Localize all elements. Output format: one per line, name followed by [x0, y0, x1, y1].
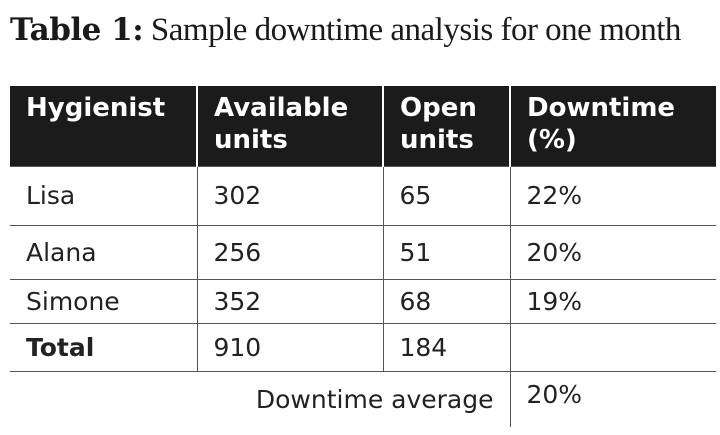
caption-text: Sample downtime analysis for one month [150, 12, 682, 48]
table-row: Lisa 302 65 22% [10, 165, 716, 225]
cell-hygienist: Lisa [10, 165, 197, 225]
cell-available-units: 302 [196, 165, 383, 225]
header-available-line2: units [214, 125, 288, 155]
header-row: Hygienist Available units Open units Dow… [10, 86, 716, 166]
table-row: Alana 256 51 20% [10, 224, 716, 279]
cell-downtime: 22% [509, 165, 716, 225]
header-downtime: Downtime (%) [509, 86, 716, 166]
header-available-units: Available units [196, 86, 383, 166]
header-open-line1: Open [400, 93, 477, 123]
table-header: Hygienist Available units Open units Dow… [10, 86, 716, 166]
total-label: Total [10, 322, 197, 371]
cell-available-units: 256 [196, 224, 383, 279]
header-open-units: Open units [382, 86, 510, 166]
cell-downtime: 20% [509, 224, 716, 279]
total-downtime [509, 322, 716, 371]
table-caption: Table 1: Sample downtime analysis for on… [10, 14, 681, 47]
header-downtime-line1: Downtime [527, 93, 676, 123]
cell-available-units: 352 [196, 278, 383, 323]
caption-label: Table 1: [10, 12, 144, 48]
header-hygienist-line1: Hygienist [26, 93, 166, 123]
cell-downtime: 19% [509, 278, 716, 323]
table-row: Simone 352 68 19% [10, 278, 716, 323]
total-open-units: 184 [382, 322, 510, 371]
downtime-average-value: 20% [509, 370, 716, 427]
header-hygienist: Hygienist [10, 86, 197, 166]
total-row: Total 910 184 [10, 322, 716, 371]
downtime-table: Hygienist Available units Open units Dow… [10, 86, 716, 427]
downtime-average-label: Downtime average [10, 370, 510, 427]
cell-open-units: 65 [382, 165, 510, 225]
total-available-units: 910 [196, 322, 383, 371]
header-downtime-line2: (%) [527, 125, 577, 155]
cell-hygienist: Simone [10, 278, 197, 323]
average-row: Downtime average 20% [10, 370, 716, 427]
header-available-line1: Available [214, 93, 349, 123]
header-open-line2: units [400, 125, 474, 155]
cell-open-units: 51 [382, 224, 510, 279]
cell-open-units: 68 [382, 278, 510, 323]
cell-hygienist: Alana [10, 224, 197, 279]
